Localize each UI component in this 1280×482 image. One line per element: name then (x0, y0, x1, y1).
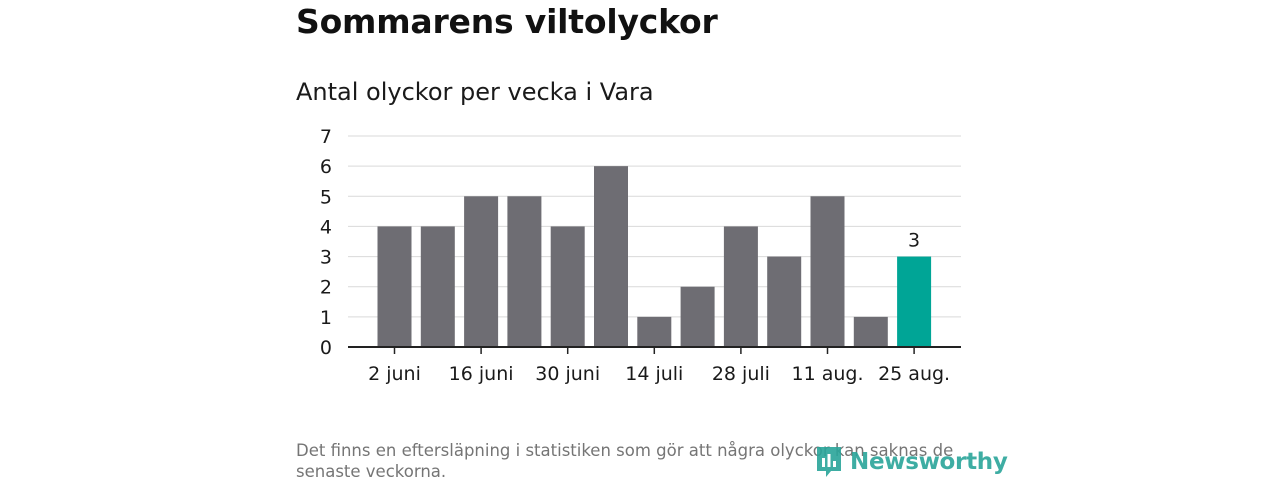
y-tick-label: 7 (320, 126, 332, 148)
y-tick-label: 1 (320, 307, 332, 329)
y-tick-label: 6 (320, 156, 332, 178)
y-tick-label: 2 (320, 277, 332, 299)
bar (420, 226, 455, 347)
data-label: 3 (908, 230, 920, 252)
y-tick-label: 3 (320, 247, 332, 269)
newsworthy-logo-icon (817, 447, 841, 477)
bar (550, 226, 585, 347)
y-tick-label: 4 (320, 216, 332, 238)
bar (464, 196, 499, 347)
x-tick-label: 30 juni (535, 363, 600, 385)
newsworthy-logo-text: Newsworthy (850, 449, 1008, 475)
chart-title: Sommarens viltolyckor (296, 2, 718, 41)
bar (810, 196, 845, 347)
bar (507, 196, 542, 347)
chart-subtitle: Antal olyckor per vecka i Vara (296, 78, 654, 106)
bar (637, 316, 672, 347)
x-tick-label: 25 aug. (878, 363, 950, 385)
bar-chart: 0 1 2 3 4 5 6 7 2 juni 16 juni 30 juni 14 juli 28 ju… (320, 126, 961, 385)
bar (853, 316, 888, 347)
y-tick-label: 0 (320, 337, 332, 359)
footnote: Det finns en eftersläpning i statistiken… (296, 441, 954, 481)
x-tick-label: 28 juli (712, 363, 770, 385)
bar (897, 256, 932, 347)
newsworthy-logo: Newsworthy (814, 444, 1008, 480)
x-tick-label: 2 juni (368, 363, 421, 385)
bar (767, 256, 802, 347)
x-tick-label: 11 aug. (791, 363, 863, 385)
bar (680, 286, 715, 347)
y-tick-label: 5 (320, 186, 332, 208)
bar (377, 226, 412, 347)
bar (594, 166, 628, 347)
x-tick-label: 14 juli (625, 363, 683, 385)
x-tick-label: 16 juni (449, 363, 514, 385)
bar (723, 226, 758, 347)
